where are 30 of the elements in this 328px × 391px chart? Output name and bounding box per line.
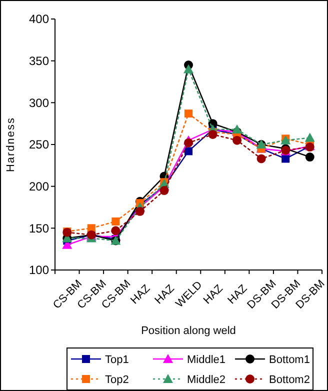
point [304,132,315,142]
legend-label: Middle2 [187,374,226,386]
y-tick-label: 100 [28,263,50,278]
point [160,186,169,196]
point [232,136,242,145]
point [184,138,193,148]
point [282,154,290,163]
y-tick-label: 400 [28,12,50,26]
legend-label: Bottom1 [269,354,310,366]
y-axis-title: Hardness [5,116,17,172]
point [184,110,192,118]
point [135,206,144,216]
point [305,152,314,162]
point [184,64,194,74]
point [232,124,242,134]
point [208,130,218,139]
legend-label: Middle1 [187,354,226,366]
legend-label: Bottom2 [269,374,310,386]
y-tick-label: 200 [28,180,50,194]
y-tick-label: 250 [28,138,50,152]
point [111,226,120,236]
legend-label: Top1 [105,354,129,366]
y-tick-label: 350 [28,54,50,68]
point [256,154,266,164]
point [112,217,120,226]
y-tick-label: 300 [28,96,50,110]
legend-label: Top2 [105,374,129,386]
y-tick-label: 150 [28,221,50,236]
point [184,147,192,156]
x-axis-title: Position along weld [141,325,236,337]
